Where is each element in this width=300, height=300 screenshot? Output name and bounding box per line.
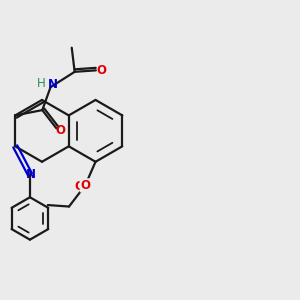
Text: O: O: [96, 64, 106, 77]
Text: H: H: [37, 76, 46, 89]
Text: O: O: [56, 124, 65, 137]
Text: N: N: [48, 78, 58, 91]
Text: N: N: [26, 168, 36, 181]
Text: O: O: [74, 180, 84, 193]
Text: O: O: [80, 179, 90, 192]
